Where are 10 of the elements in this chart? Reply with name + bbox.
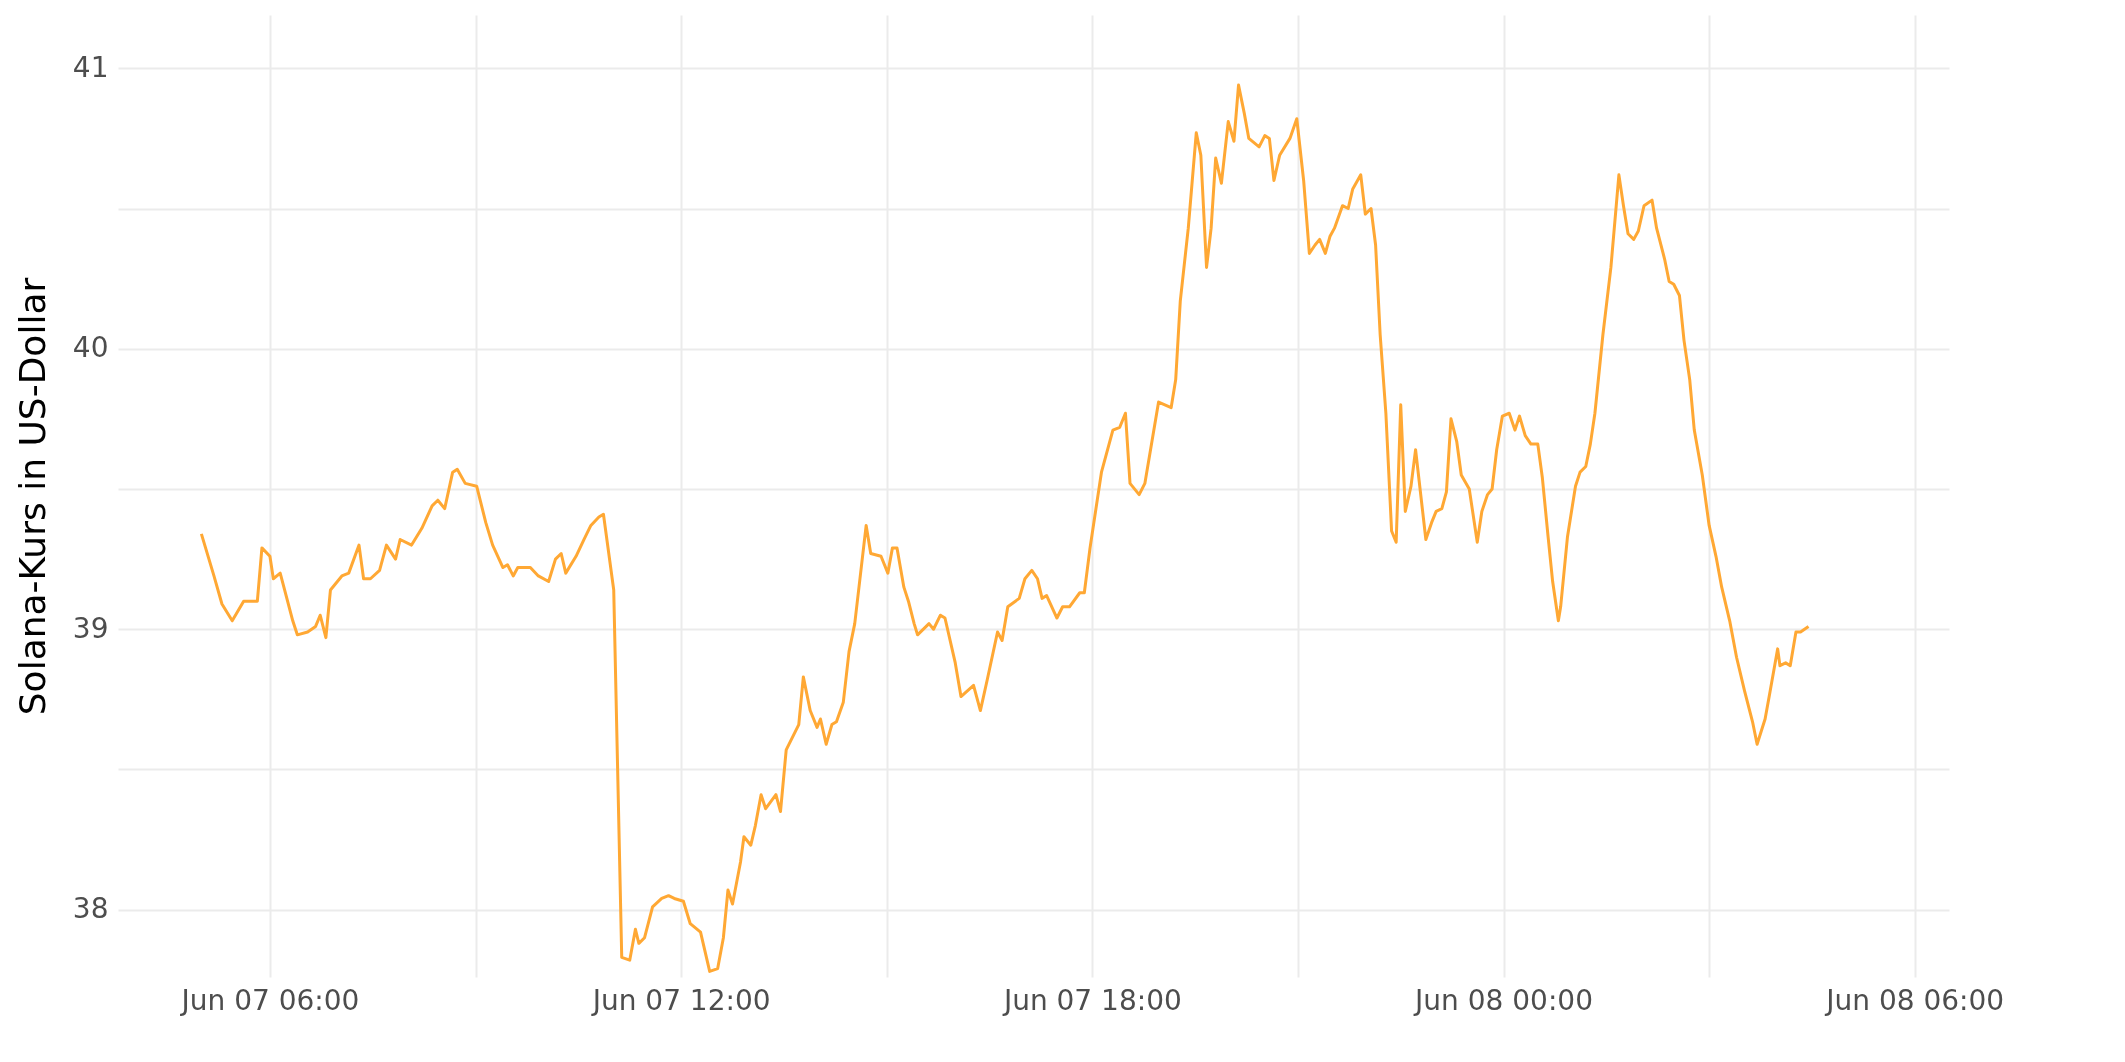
y-tick-label: 38 bbox=[72, 892, 109, 926]
y-tick-label: 39 bbox=[72, 611, 109, 645]
x-tick-label: Jun 08 06:00 bbox=[1824, 983, 2005, 1017]
x-tick-label: Jun 07 12:00 bbox=[590, 983, 771, 1017]
x-tick-label: Jun 07 06:00 bbox=[179, 983, 360, 1017]
x-tick-label: Jun 07 18:00 bbox=[1001, 983, 1182, 1017]
y-tick-label: 41 bbox=[72, 50, 109, 84]
x-tick-label: Jun 08 00:00 bbox=[1413, 983, 1593, 1017]
y-tick-label: 40 bbox=[72, 331, 109, 365]
y-axis-title: Solana-Kurs in US-Dollar bbox=[11, 277, 53, 716]
